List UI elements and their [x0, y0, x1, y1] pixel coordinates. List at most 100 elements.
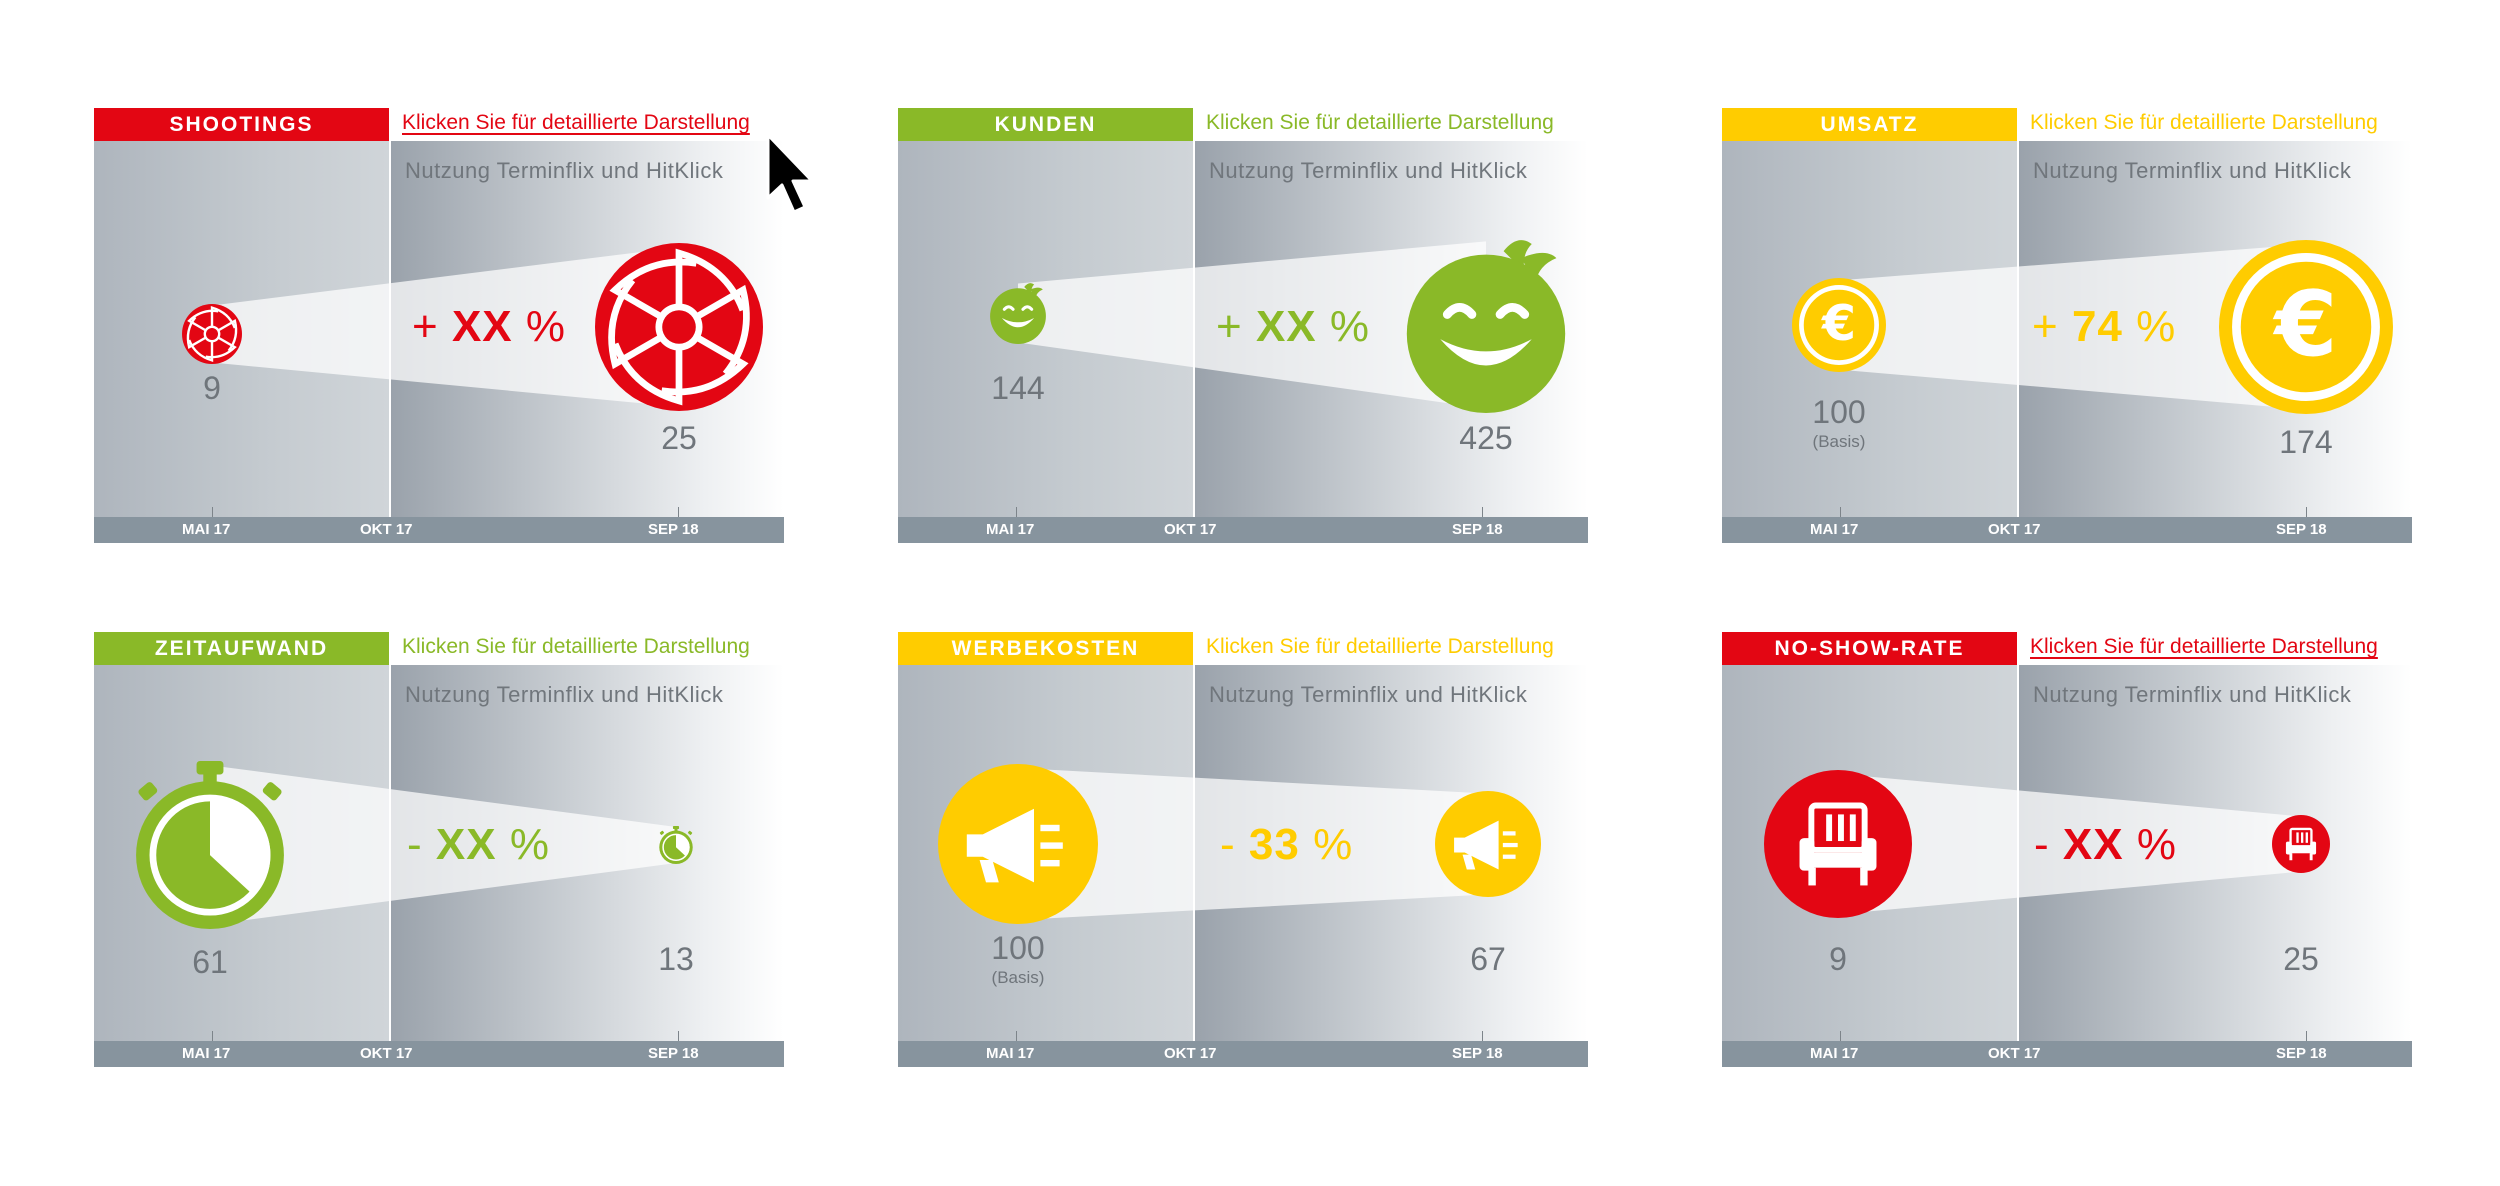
value-start: 100	[991, 930, 1045, 966]
value-end: 13	[658, 941, 694, 977]
category-label: NO-SHOW-RATE	[1722, 632, 2017, 665]
value-start: 9	[1829, 941, 1847, 977]
axis-label-mid: OKT 17	[360, 1045, 413, 1062]
detail-link[interactable]: Klicken Sie für detaillierte Darstellung	[1206, 111, 1554, 134]
detail-link[interactable]: Klicken Sie für detaillierte Darstellung	[2030, 111, 2378, 134]
axis-label-start: MAI 17	[182, 521, 231, 538]
stopwatch-icon	[657, 826, 695, 869]
percent-change: + 74 %	[2032, 302, 2177, 351]
subtitle: Nutzung Terminflix und HitKlick	[2033, 682, 2352, 707]
axis-label-end: SEP 18	[1452, 521, 1503, 538]
axis-tick	[1482, 507, 1483, 517]
armchair-icon	[1764, 770, 1912, 923]
period-divider	[2017, 665, 2019, 1041]
category-label: KUNDEN	[898, 108, 1193, 141]
time-axis: MAI 17 OKT 17 SEP 18	[898, 1041, 1588, 1067]
time-axis: MAI 17 OKT 17 SEP 18	[898, 517, 1588, 543]
value-end: 25	[661, 420, 697, 456]
axis-label-end: SEP 18	[648, 1045, 699, 1062]
period-divider	[1193, 141, 1195, 517]
kpi-card-no-show-rate: NO-SHOW-RATE Klicken Sie für detailliert…	[1722, 632, 2412, 1080]
axis-tick	[1016, 507, 1017, 517]
axis-tick	[212, 507, 213, 517]
time-axis: MAI 17 OKT 17 SEP 18	[1722, 517, 2412, 543]
axis-tick	[1840, 1031, 1841, 1041]
stopwatch-icon	[126, 761, 294, 934]
euro-coin-icon: €	[2219, 240, 2393, 419]
axis-label-end: SEP 18	[648, 521, 699, 538]
subtitle: Nutzung Terminflix und HitKlick	[1209, 682, 1528, 707]
shutter-icon	[182, 304, 242, 369]
subtitle: Nutzung Terminflix und HitKlick	[1209, 158, 1528, 183]
period-divider	[2017, 141, 2019, 517]
time-axis: MAI 17 OKT 17 SEP 18	[94, 1041, 784, 1067]
period-divider	[1193, 665, 1195, 1041]
axis-label-end: SEP 18	[2276, 521, 2327, 538]
category-label: SHOOTINGS	[94, 108, 389, 141]
axis-label-end: SEP 18	[2276, 1045, 2327, 1062]
value-start: 61	[192, 944, 228, 980]
axis-label-start: MAI 17	[986, 521, 1035, 538]
percent-change: - 33 %	[1220, 820, 1354, 869]
period-divider	[389, 141, 391, 517]
svg-text:€: €	[2273, 272, 2338, 377]
detail-link[interactable]: Klicken Sie für detaillierte Darstellung	[2030, 635, 2378, 658]
megaphone-icon	[1435, 791, 1541, 902]
basis-note: (Basis)	[991, 968, 1045, 987]
percent-change: - XX %	[407, 820, 550, 869]
smiley-icon	[987, 282, 1049, 349]
kpi-card-zeitaufwand: ZEITAUFWAND Klicken Sie für detaillierte…	[94, 632, 784, 1080]
axis-tick	[1482, 1031, 1483, 1041]
axis-label-mid: OKT 17	[1164, 521, 1217, 538]
axis-tick	[2306, 507, 2307, 517]
category-label: UMSATZ	[1722, 108, 2017, 141]
percent-change: + XX %	[412, 302, 566, 351]
axis-tick	[1016, 1031, 1017, 1041]
shutter-icon	[595, 243, 763, 416]
time-axis: MAI 17 OKT 17 SEP 18	[1722, 1041, 2412, 1067]
subtitle: Nutzung Terminflix und HitKlick	[405, 682, 724, 707]
value-end: 25	[2283, 941, 2319, 977]
axis-tick	[212, 1031, 213, 1041]
axis-label-end: SEP 18	[1452, 1045, 1503, 1062]
subtitle: Nutzung Terminflix und HitKlick	[2033, 158, 2352, 183]
value-end: 67	[1470, 941, 1506, 977]
euro-coin-icon: €	[1792, 278, 1886, 377]
armchair-icon	[2272, 815, 2330, 878]
axis-tick	[1840, 507, 1841, 517]
smiley-icon	[1398, 237, 1574, 418]
category-label: ZEITAUFWAND	[94, 632, 389, 665]
axis-label-start: MAI 17	[986, 1045, 1035, 1062]
svg-text:€: €	[1821, 295, 1856, 352]
detail-link[interactable]: Klicken Sie für detaillierte Darstellung	[402, 111, 750, 134]
basis-note: (Basis)	[1812, 432, 1866, 451]
axis-label-mid: OKT 17	[1164, 1045, 1217, 1062]
axis-label-start: MAI 17	[182, 1045, 231, 1062]
period-divider	[389, 665, 391, 1041]
kpi-card-umsatz: UMSATZ Klicken Sie für detaillierte Dars…	[1722, 108, 2412, 556]
axis-tick	[2306, 1031, 2307, 1041]
value-start: 9	[203, 370, 221, 406]
subtitle: Nutzung Terminflix und HitKlick	[405, 158, 724, 183]
axis-tick	[678, 1031, 679, 1041]
category-label: WERBEKOSTEN	[898, 632, 1193, 665]
value-start: 100	[1812, 394, 1866, 430]
axis-label-mid: OKT 17	[1988, 1045, 2041, 1062]
axis-label-start: MAI 17	[1810, 521, 1859, 538]
detail-link[interactable]: Klicken Sie für detaillierte Darstellung	[402, 635, 750, 658]
axis-label-mid: OKT 17	[360, 521, 413, 538]
time-axis: MAI 17 OKT 17 SEP 18	[94, 517, 784, 543]
detail-link[interactable]: Klicken Sie für detaillierte Darstellung	[1206, 635, 1554, 658]
mouse-pointer-icon	[766, 133, 814, 214]
percent-change: + XX %	[1216, 302, 1370, 351]
axis-label-start: MAI 17	[1810, 1045, 1859, 1062]
axis-label-mid: OKT 17	[1988, 521, 2041, 538]
percent-change: - XX %	[2034, 820, 2177, 869]
value-end: 174	[2279, 424, 2333, 460]
axis-tick	[678, 507, 679, 517]
value-start: 144	[991, 370, 1045, 406]
value-end: 425	[1459, 420, 1513, 456]
megaphone-icon	[938, 764, 1098, 929]
kpi-card-werbekosten: WERBEKOSTEN Klicken Sie für detaillierte…	[898, 632, 1588, 1080]
kpi-card-kunden: KUNDEN Klicken Sie für detaillierte Dars…	[898, 108, 1588, 556]
